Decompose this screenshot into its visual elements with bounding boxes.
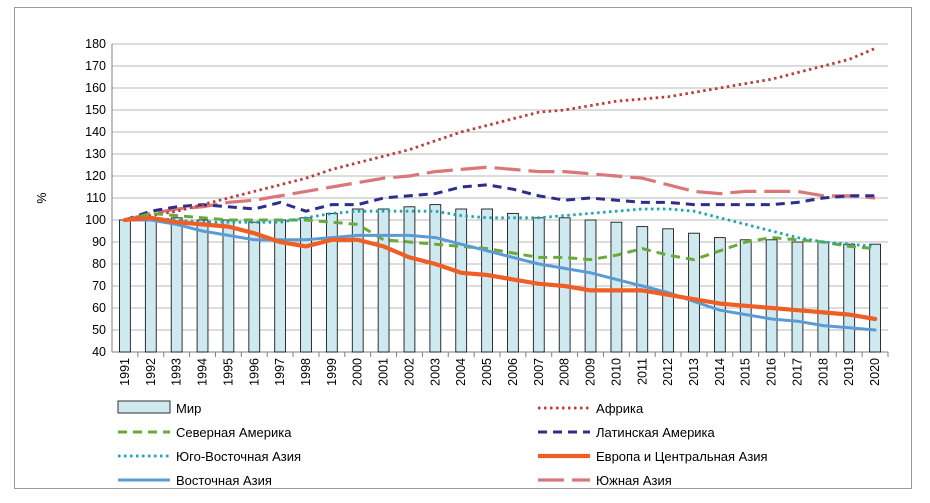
legend-label-0: Мир bbox=[176, 401, 201, 416]
y-tick-label: 140 bbox=[85, 125, 106, 139]
x-tick-label: 2011 bbox=[635, 358, 649, 385]
series-line-2 bbox=[124, 211, 876, 262]
y-tick-label: 40 bbox=[92, 345, 106, 359]
x-tick-label: 2006 bbox=[506, 358, 520, 386]
bar-1992 bbox=[144, 217, 157, 353]
legend-label-1: Африка bbox=[596, 401, 644, 416]
series-line-6 bbox=[123, 218, 877, 332]
legend-label-6: Восточная Азия bbox=[176, 473, 272, 488]
x-tick-label: 2008 bbox=[558, 358, 572, 386]
x-tick-label: 2005 bbox=[480, 358, 494, 386]
x-tick-label: 2015 bbox=[739, 358, 753, 386]
x-tick-label: 1999 bbox=[325, 358, 339, 386]
x-tick-label: 1996 bbox=[247, 358, 261, 386]
x-tick-label: 2014 bbox=[713, 358, 727, 386]
x-tick-label: 2009 bbox=[584, 358, 598, 386]
series-line-7 bbox=[124, 165, 876, 222]
x-tick-label: 2013 bbox=[687, 358, 701, 386]
bar-2018 bbox=[817, 241, 830, 353]
x-tick-label: 2010 bbox=[609, 358, 623, 386]
x-tick-label: 1997 bbox=[273, 358, 287, 386]
bar-1998 bbox=[300, 217, 312, 353]
bar-2009 bbox=[584, 219, 597, 353]
x-tick-label: 2001 bbox=[377, 358, 391, 386]
y-tick-label: 180 bbox=[85, 37, 106, 51]
y-tick-label: 160 bbox=[85, 81, 106, 95]
bar-2000 bbox=[351, 208, 364, 353]
x-tick-label: 2018 bbox=[816, 358, 830, 386]
x-tick-label: 2020 bbox=[868, 358, 882, 386]
series-line-5 bbox=[122, 215, 878, 322]
bar-2002 bbox=[403, 206, 416, 353]
y-tick-label: 150 bbox=[85, 103, 106, 117]
bar-2005 bbox=[481, 208, 493, 353]
bar-1995 bbox=[222, 219, 235, 353]
x-tick-label: 2012 bbox=[661, 358, 675, 386]
x-tick-label: 2002 bbox=[402, 358, 416, 386]
x-tick-label: 1993 bbox=[170, 358, 184, 386]
x-tick-label: 1998 bbox=[299, 358, 313, 386]
x-tick-label: 1992 bbox=[144, 358, 158, 386]
legend-label-3: Латинская Америка bbox=[596, 425, 716, 440]
series-line-1 bbox=[124, 47, 876, 222]
legend-swatch-0 bbox=[117, 400, 171, 414]
bar-2016 bbox=[765, 239, 778, 353]
x-tick-label: 2000 bbox=[351, 358, 365, 386]
y-tick-label: 110 bbox=[86, 191, 106, 205]
x-tick-label: 1994 bbox=[196, 358, 210, 386]
bar-2019 bbox=[843, 243, 856, 353]
legend-label-5: Европа и Центральная Азия bbox=[596, 449, 768, 464]
bar-1991 bbox=[119, 219, 131, 353]
bar-2004 bbox=[455, 208, 468, 353]
bar-2013 bbox=[688, 232, 700, 353]
x-tick-label: 2003 bbox=[428, 358, 442, 386]
y-tick-label: 120 bbox=[85, 169, 106, 183]
x-tick-label: 1995 bbox=[221, 358, 235, 386]
bar-2010 bbox=[610, 221, 623, 353]
bar-2020 bbox=[869, 243, 881, 353]
bar-1999 bbox=[325, 212, 338, 353]
x-tick-label: 1991 bbox=[118, 358, 132, 386]
bar-2001 bbox=[377, 208, 390, 353]
y-tick-label: 170 bbox=[85, 59, 106, 73]
bar-2003 bbox=[429, 204, 442, 353]
x-tick-label: 2007 bbox=[532, 358, 546, 386]
x-tick-label: 2017 bbox=[790, 358, 804, 386]
y-axis-title: % bbox=[35, 192, 49, 203]
x-tick-label: 2004 bbox=[454, 358, 468, 386]
legend-label-4: Юго-Восточная Азия bbox=[176, 449, 301, 464]
bar-2014 bbox=[713, 237, 726, 353]
bar-2006 bbox=[507, 212, 519, 353]
y-tick-label: 70 bbox=[92, 279, 106, 293]
y-tick-label: 60 bbox=[92, 301, 106, 315]
bar-1994 bbox=[196, 219, 209, 353]
legend-label-2: Северная Америка bbox=[176, 425, 292, 440]
bar-1993 bbox=[170, 217, 183, 353]
y-tick-label: 50 bbox=[92, 323, 106, 337]
bar-2015 bbox=[739, 239, 752, 353]
bar-2017 bbox=[791, 241, 804, 353]
bar-1996 bbox=[248, 221, 261, 353]
x-tick-label: 2016 bbox=[765, 358, 779, 386]
y-tick-label: 130 bbox=[85, 147, 106, 161]
x-tick-label: 2019 bbox=[842, 358, 856, 386]
y-tick-label: 80 bbox=[92, 257, 106, 271]
series-line-3 bbox=[124, 183, 876, 222]
legend-label-7: Южная Азия bbox=[596, 473, 672, 488]
y-tick-label: 90 bbox=[92, 235, 106, 249]
y-tick-label: 100 bbox=[85, 213, 106, 227]
